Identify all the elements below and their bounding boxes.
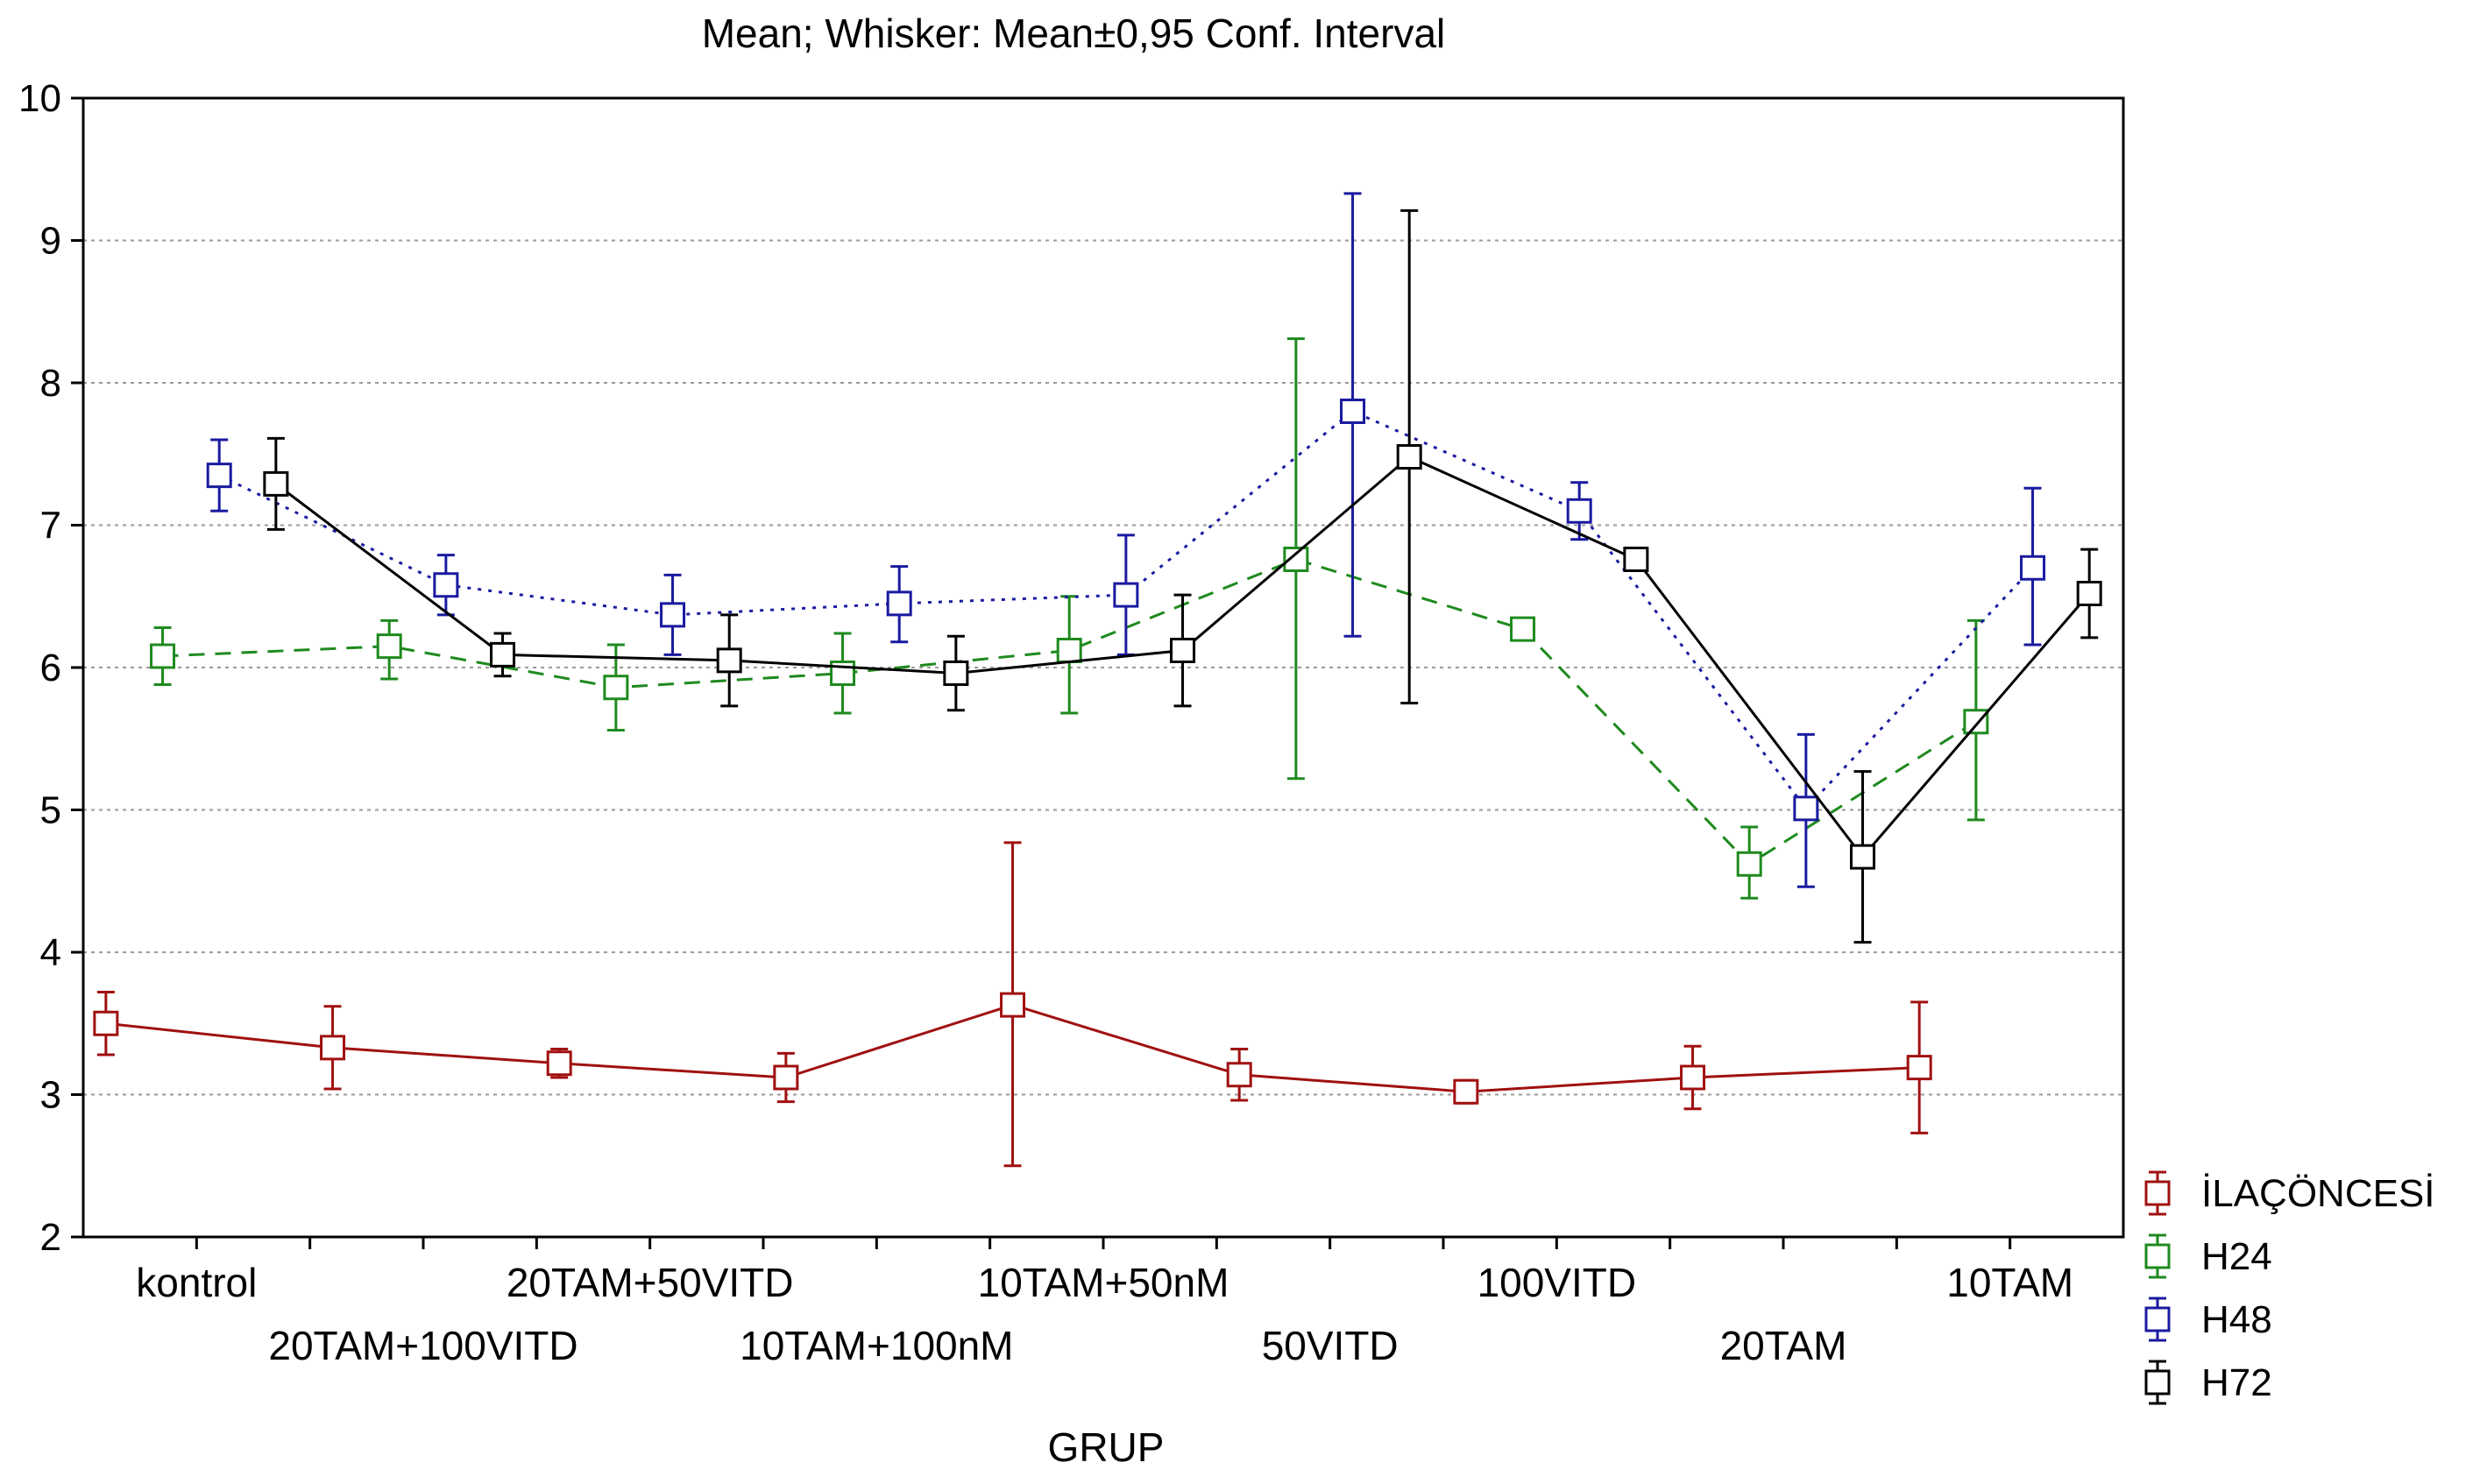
data-point [1113, 582, 1139, 608]
data-point [1566, 498, 1592, 524]
data-point [660, 602, 686, 628]
x-tick-label: 10TAM+50nM [978, 1260, 1229, 1305]
y-tick-label: 8 [40, 362, 61, 405]
data-point [1793, 795, 1819, 822]
legend-marker [2144, 1306, 2171, 1332]
data-point [376, 633, 402, 660]
legend-marker [2144, 1369, 2171, 1396]
data-point [93, 1010, 119, 1036]
x-tick-label: 10TAM [1946, 1260, 2073, 1305]
series-line [218, 409, 2034, 811]
data-point [773, 1064, 799, 1091]
data-point [1680, 1064, 1706, 1091]
data-point [433, 572, 459, 598]
data-point [716, 647, 742, 674]
legend-label: İLAÇÖNCESİ [2201, 1172, 2435, 1215]
series-2 [206, 192, 2046, 888]
y-tick-label: 3 [40, 1074, 61, 1117]
data-point [2076, 581, 2102, 606]
x-tick-label: kontrol [136, 1260, 257, 1305]
data-point [1736, 851, 1762, 877]
x-tick-label: 20TAM [1720, 1323, 1847, 1368]
x-tick-label: 20TAM+50VITD [507, 1260, 794, 1305]
x-tick-label: 20TAM+100VITD [268, 1323, 577, 1368]
series-3 [263, 208, 2102, 944]
x-tick-label: 50VITD [1262, 1323, 1399, 1368]
data-point [150, 643, 176, 669]
series-group [93, 192, 2102, 1168]
y-tick-label: 4 [40, 931, 61, 974]
data-point [1000, 992, 1026, 1018]
y-tick-label: 2 [40, 1216, 61, 1259]
data-point [943, 661, 969, 686]
grid-lines [83, 239, 2123, 1096]
data-point [1453, 1078, 1479, 1105]
y-tick-label: 6 [40, 647, 61, 689]
legend-item-0: İLAÇÖNCESİ [2144, 1170, 2435, 1216]
data-point [1340, 399, 1366, 424]
legend-label: H24 [2201, 1235, 2272, 1278]
y-tick-label: 7 [40, 505, 61, 548]
data-point [1850, 844, 1876, 870]
series-0 [93, 841, 1932, 1168]
data-point [490, 641, 516, 668]
data-point [2020, 555, 2046, 581]
chart-title: Mean; Whisker: Mean±0,95 Conf. Interval [702, 11, 1446, 56]
legend-marker [2144, 1180, 2171, 1206]
legend-label: H48 [2201, 1298, 2272, 1341]
legend-marker [2144, 1243, 2171, 1269]
legend-item-3: H72 [2144, 1360, 2272, 1405]
x-axis-label: GRUP [1048, 1424, 1165, 1470]
legend-item-1: H24 [2144, 1233, 2272, 1279]
data-point [206, 463, 232, 489]
y-tick-label: 5 [40, 789, 61, 832]
data-point [1623, 547, 1649, 572]
data-point [320, 1035, 346, 1061]
y-tick-label: 10 [18, 77, 61, 120]
legend: İLAÇÖNCESİ H24 H48 H72 [2144, 1170, 2435, 1405]
data-point [1906, 1055, 1932, 1081]
x-tick-label: 100VITD [1477, 1260, 1637, 1305]
data-point [263, 470, 289, 497]
data-point [1510, 616, 1536, 642]
data-point [886, 590, 912, 617]
legend-label: H72 [2201, 1361, 2272, 1404]
plot-frame [81, 96, 2125, 1239]
data-point [1963, 709, 1989, 735]
data-point [1170, 638, 1196, 663]
data-point [1396, 444, 1422, 470]
data-point [603, 675, 629, 701]
series-line [162, 557, 1977, 866]
data-point [546, 1050, 572, 1077]
data-point [1056, 638, 1082, 663]
legend-item-2: H48 [2144, 1297, 2272, 1342]
y-tick-label: 9 [40, 220, 61, 263]
x-tick-label: 10TAM+100nM [740, 1323, 1013, 1368]
data-point [1226, 1062, 1252, 1088]
